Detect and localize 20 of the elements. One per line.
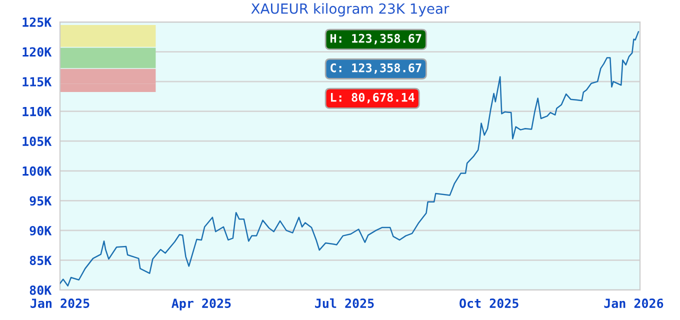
- x-tick-label: Jan 2025: [30, 298, 90, 308]
- x-tick-label: Oct 2025: [460, 298, 518, 308]
- y-tick-label: 100K: [22, 166, 52, 176]
- annotation: H: 123,358.67: [330, 34, 422, 44]
- y-tick-label: 120K: [22, 47, 52, 57]
- annotation: C: 123,358.67: [330, 63, 422, 74]
- x-tick-label: Apr 2025: [172, 298, 231, 310]
- y-tick-label: 95K: [30, 196, 52, 206]
- x-tick-label: Jul 2025: [315, 298, 374, 308]
- y-tick-label: 105K: [22, 136, 52, 146]
- y-tick-label: 90K: [30, 226, 52, 236]
- y-tick-label: 125K: [22, 17, 52, 27]
- y-tick-label: 110K: [22, 106, 52, 116]
- chart-title: XAUEUR kilogram 23K 1year: [251, 3, 450, 17]
- y-tick-label: 80K: [30, 285, 52, 295]
- y-tick-label: 115K: [22, 77, 52, 86]
- x-tick-label: Jan 2026: [604, 298, 664, 308]
- y-tick-label: 85K: [30, 256, 52, 266]
- line-series: [60, 31, 640, 286]
- annotation: L: 80,678.14: [330, 92, 414, 104]
